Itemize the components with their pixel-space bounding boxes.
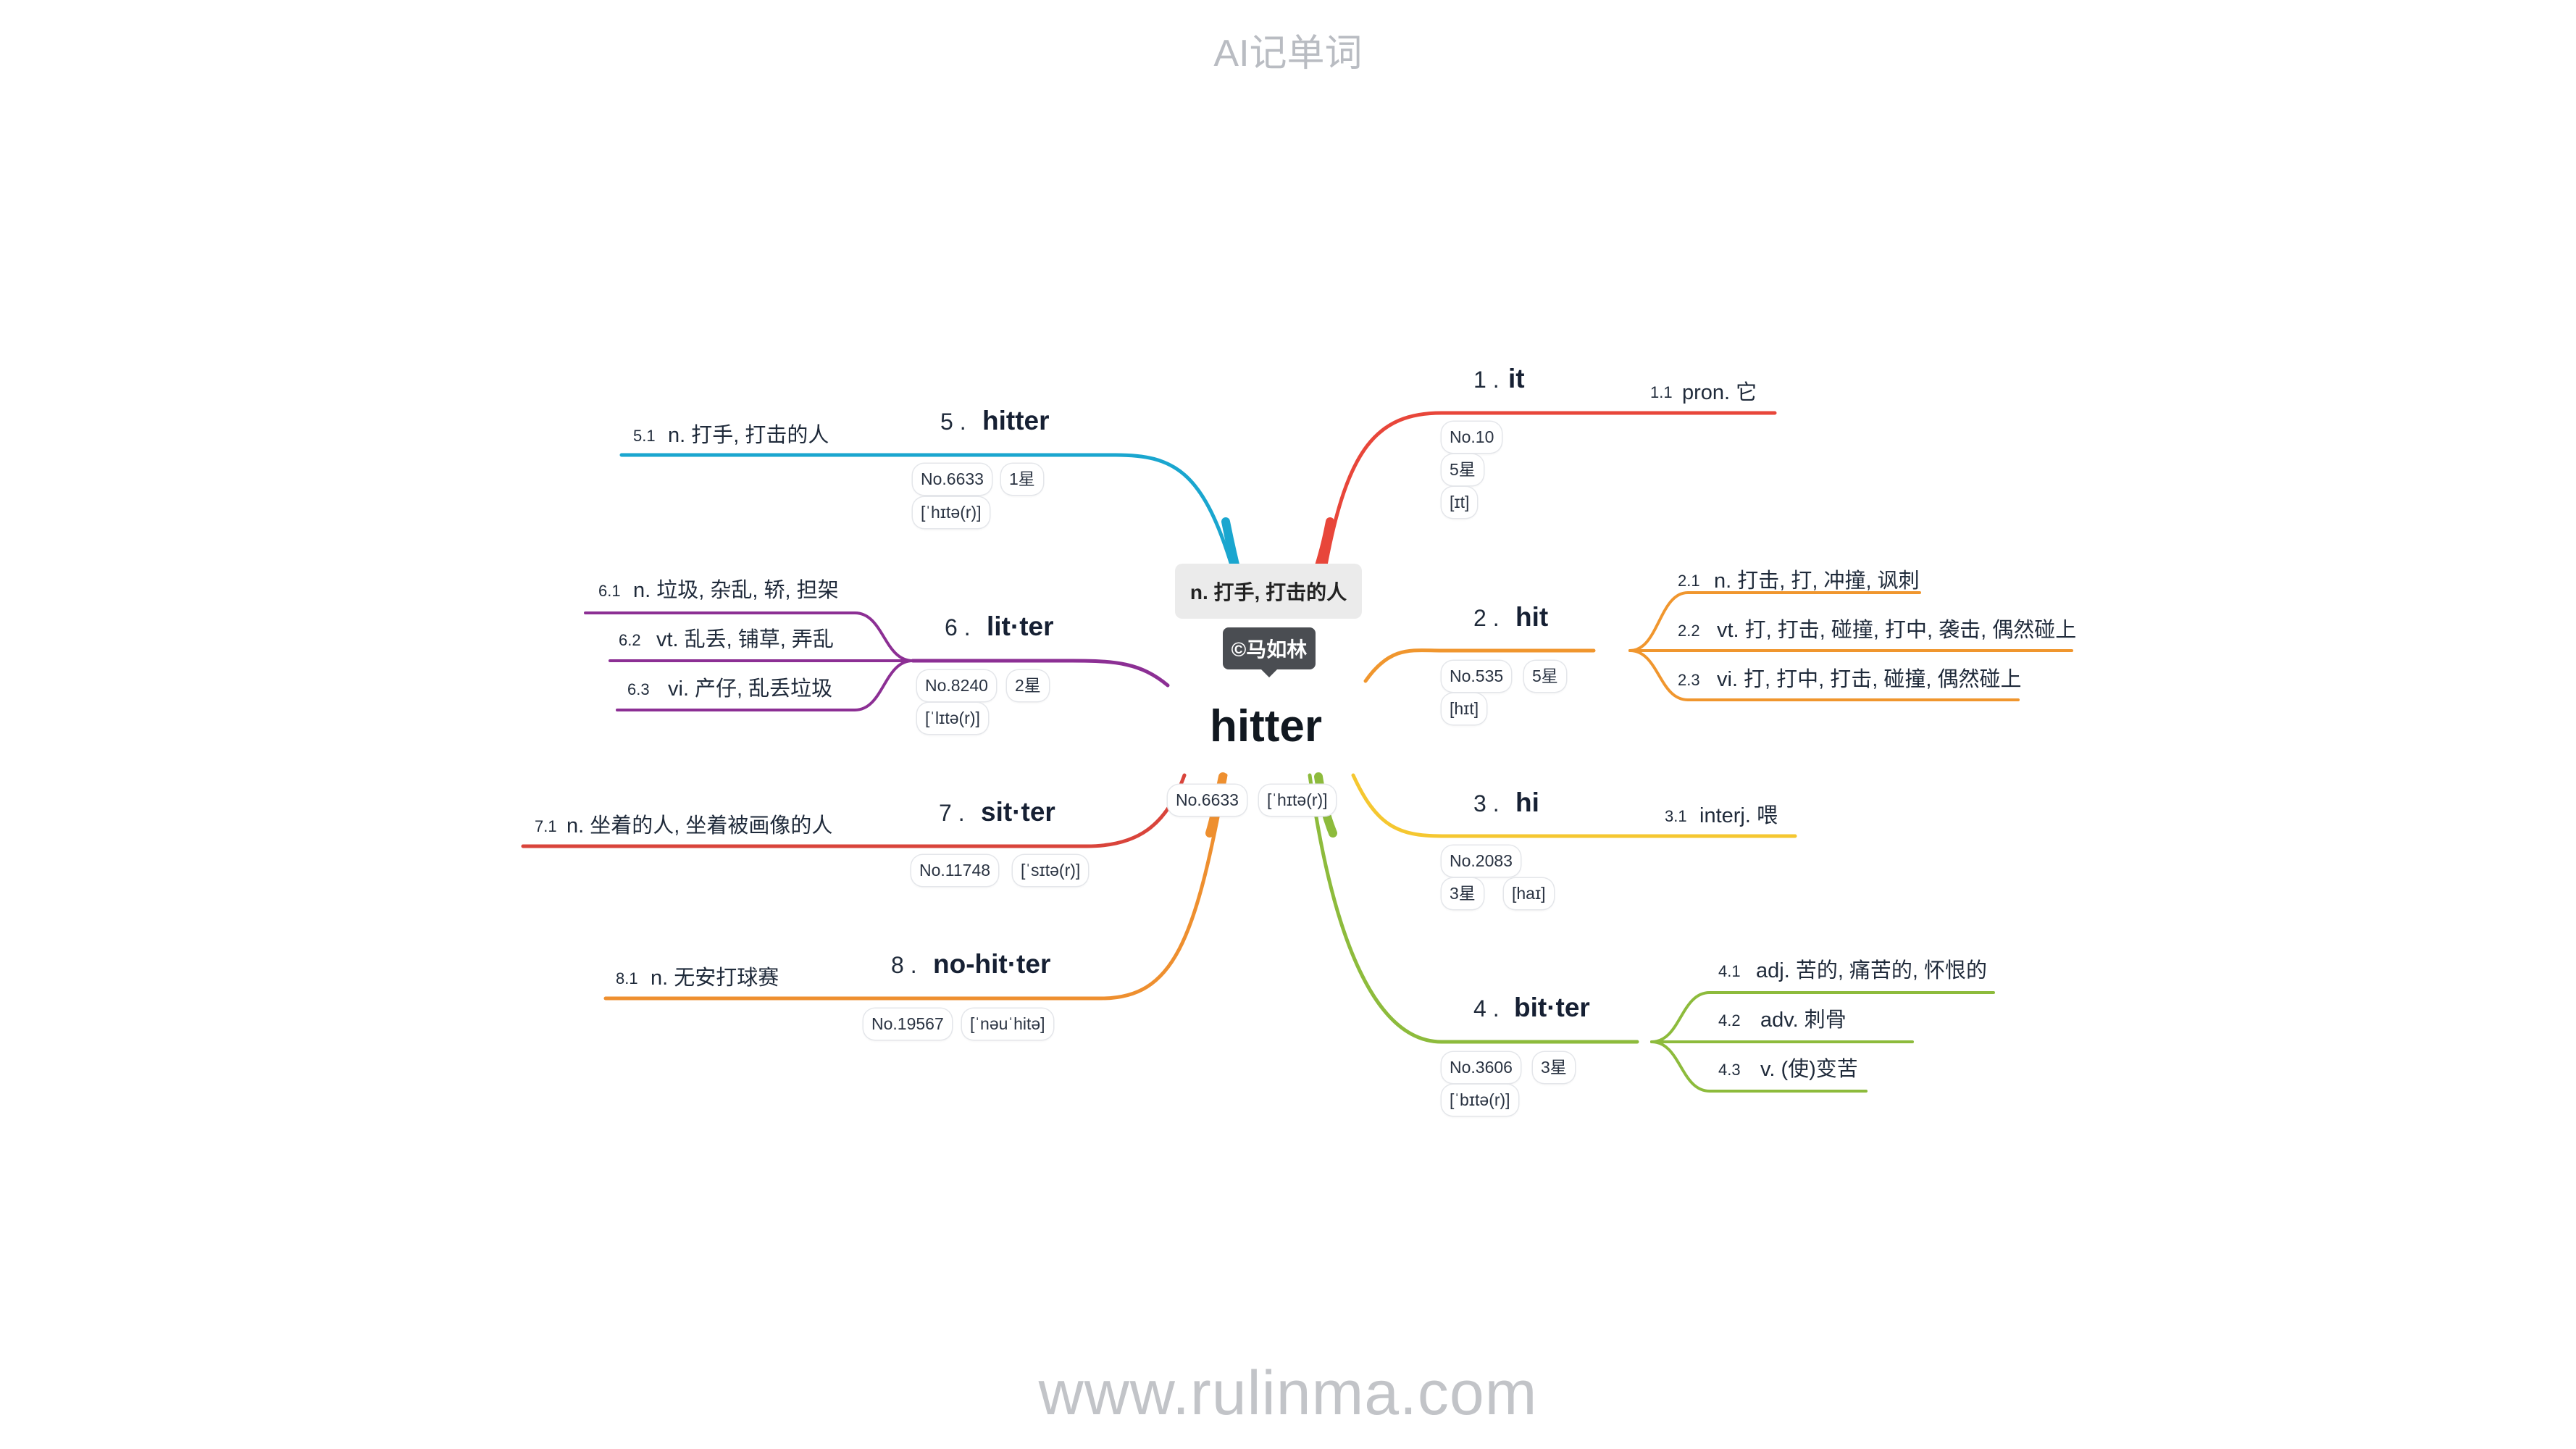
branch-8-word[interactable]: no-hit·ter xyxy=(933,949,1051,979)
connector-5 xyxy=(619,453,1234,567)
branch-5-phonetic-tag: [ˈhɪtə(r)] xyxy=(913,497,990,528)
branch-3-rank-tag: No.2083 xyxy=(1442,845,1521,877)
def-4-3-number: 4.3 xyxy=(1718,1061,1741,1079)
def-2-2-text: vt. 打, 打击, 碰撞, 打中, 袭击, 偶然碰上 xyxy=(1717,619,2077,642)
def-7-1-text: n. 坐着的人, 坐着被画像的人 xyxy=(566,814,833,838)
def-2-2-number: 2.2 xyxy=(1678,622,1700,640)
branch-5-rank-tag: No.6633 xyxy=(913,464,992,495)
connector-2 xyxy=(1363,648,1596,683)
branch-1-rank-tag: No.10 xyxy=(1442,422,1502,453)
connector-12 xyxy=(1650,991,1995,1043)
def-6-1-number: 6.1 xyxy=(598,582,621,600)
branch-7-rank-tag: No.11748 xyxy=(911,855,999,886)
branch-1-index: 1 . xyxy=(1473,367,1500,393)
branch-3-index: 3 . xyxy=(1473,790,1500,817)
def-4-3-text: v. (使)变苦 xyxy=(1760,1058,1858,1081)
connector-9 xyxy=(1628,591,1921,652)
def-2-3-number: 2.3 xyxy=(1678,671,1700,689)
watermark-badge-pointer xyxy=(1260,668,1279,677)
def-4-2-text: adv. 刺骨 xyxy=(1760,1009,1847,1032)
branch-6-phonetic-tag: [ˈlɪtə(r)] xyxy=(917,703,988,734)
branch-6-index: 6 . xyxy=(945,614,971,640)
def-8-1-number: 8.1 xyxy=(616,969,638,987)
branch-1-word[interactable]: it xyxy=(1508,364,1525,393)
branch-7-phonetic-tag: [ˈsɪtə(r)] xyxy=(1013,855,1089,886)
def-5-1-number: 5.1 xyxy=(633,427,656,445)
branch-6-star-tag: 2星 xyxy=(1007,670,1049,701)
def-5-1-text: n. 打手, 打击的人 xyxy=(668,424,829,447)
branch-5-index: 5 . xyxy=(940,409,966,435)
def-4-2-number: 4.2 xyxy=(1718,1011,1741,1030)
page-header: AI记单词 xyxy=(1213,33,1363,75)
def-4-1-number: 4.1 xyxy=(1718,962,1741,980)
branch-4-phonetic-tag: [ˈbɪtə(r)] xyxy=(1442,1085,1518,1116)
branch-7-index: 7 . xyxy=(939,800,965,826)
def-6-3-text: vi. 产仔, 乱丢垃圾 xyxy=(668,677,833,701)
def-1-1-number: 1.1 xyxy=(1650,383,1673,401)
branch-7-word[interactable]: sit·ter xyxy=(981,797,1055,827)
connector-15 xyxy=(584,611,914,662)
branch-6-rank-tag: No.8240 xyxy=(917,670,996,701)
center-phonetic-tag: [ˈhɪtə(r)] xyxy=(1259,785,1336,816)
connector-11 xyxy=(1628,649,2020,701)
connector-3 xyxy=(1351,773,1797,838)
connector-14 xyxy=(1650,1040,1868,1093)
branch-6-word[interactable]: lit·ter xyxy=(987,611,1054,641)
page-footer-url: www.rulinma.com xyxy=(1038,1358,1538,1428)
center-word[interactable]: hitter xyxy=(1210,701,1322,751)
def-2-1-text: n. 打击, 打, 冲撞, 讽刺 xyxy=(1714,569,1920,593)
branch-1-phonetic-tag: [ɪt] xyxy=(1442,487,1478,518)
def-2-3-text: vi. 打, 打中, 打击, 碰撞, 偶然碰上 xyxy=(1717,668,2022,691)
def-1-1-text: pron. 它 xyxy=(1682,381,1757,404)
branch-4-star-tag: 3星 xyxy=(1533,1052,1575,1083)
branch-4-rank-tag: No.3606 xyxy=(1442,1052,1521,1083)
branch-8-index: 8 . xyxy=(891,952,917,978)
connector-8 xyxy=(603,773,1228,1001)
branch-8-rank-tag: No.19567 xyxy=(863,1009,952,1040)
def-6-2-text: vt. 乱丢, 铺草, 弄乱 xyxy=(656,628,834,651)
branch-4-word[interactable]: bit·ter xyxy=(1514,993,1590,1022)
def-6-3-number: 6.3 xyxy=(627,680,650,698)
def-2-1-number: 2.1 xyxy=(1678,572,1700,590)
connector-4 xyxy=(1308,773,1639,1044)
connector-1 xyxy=(1323,411,1777,567)
branch-1-star-tag: 5星 xyxy=(1442,454,1484,485)
branch-2-star-tag: 5星 xyxy=(1524,661,1566,692)
def-3-1-text: interj. 喂 xyxy=(1699,804,1778,827)
branch-3-star-tag: 3星 xyxy=(1442,878,1484,909)
def-8-1-text: n. 无安打球赛 xyxy=(651,966,779,990)
branch-5-word[interactable]: hitter xyxy=(982,406,1050,435)
branch-5-star-tag: 1星 xyxy=(1001,464,1043,495)
branch-8-phonetic-tag: [ˈnəuˈhitə] xyxy=(962,1009,1053,1040)
def-6-2-number: 6.2 xyxy=(619,631,641,649)
watermark-badge: ©马如林 xyxy=(1223,627,1316,669)
branch-2-phonetic-tag: [hɪt] xyxy=(1442,693,1487,724)
center-meaning-callout: n. 打手, 打击的人 xyxy=(1175,564,1362,619)
connector-17 xyxy=(616,659,914,711)
def-4-1-text: adj. 苦的, 痛苦的, 怀恨的 xyxy=(1756,959,1988,982)
branch-2-word[interactable]: hit xyxy=(1515,602,1549,632)
def-3-1-number: 3.1 xyxy=(1665,807,1687,825)
branch-4-index: 4 . xyxy=(1473,995,1500,1022)
branch-3-word[interactable]: hi xyxy=(1515,788,1539,817)
branch-3-phonetic-tag: [haɪ] xyxy=(1504,878,1554,909)
def-7-1-number: 7.1 xyxy=(535,817,557,835)
connector-6 xyxy=(911,659,1170,688)
def-6-1-text: n. 垃圾, 杂乱, 轿, 担架 xyxy=(633,579,839,602)
branch-2-rank-tag: No.535 xyxy=(1442,661,1512,692)
branch-2-index: 2 . xyxy=(1473,605,1500,631)
center-rank-tag: No.6633 xyxy=(1168,785,1247,816)
